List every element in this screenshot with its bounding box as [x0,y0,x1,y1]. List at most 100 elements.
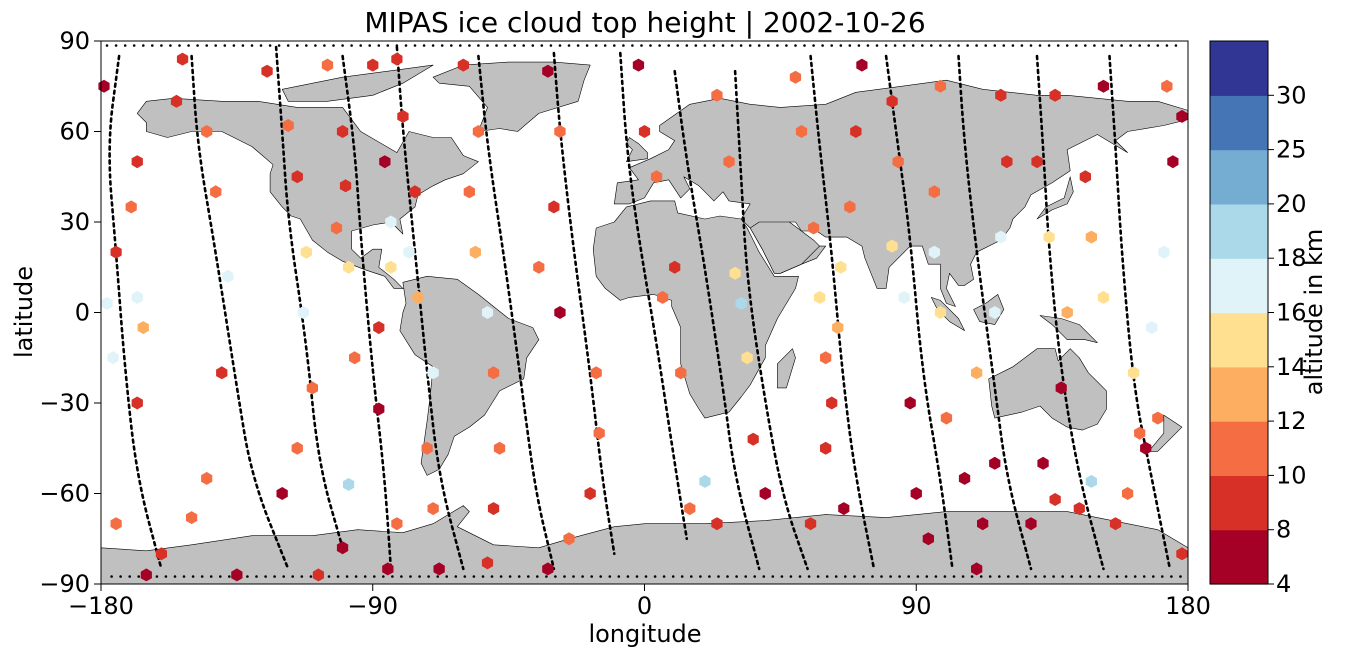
cloud-top-point [989,306,1001,319]
north-pole-track-dot [151,44,154,47]
cloud-top-point [170,94,183,108]
y-tick-label: −30 [39,389,90,417]
south-pole-track-dot [545,575,548,578]
north-pole-track-dot [930,44,933,47]
north-pole-track-dot [911,44,915,47]
south-pole-track-dot [816,575,820,578]
cloud-top-point [1109,517,1122,531]
land-north-america [136,98,479,289]
cloud-top-point [1085,474,1097,488]
colorbar-label: altitude in km [1300,229,1328,396]
cloud-top-point [382,562,394,576]
south-pole-track-dot [137,575,140,578]
north-pole-track-dot [712,44,716,47]
north-pole-track-dot [214,44,217,47]
north-pole-track-dot [576,44,580,47]
south-pole-track-dot [490,575,494,578]
north-pole-track-dot [694,44,698,47]
cloud-top-point [675,366,687,380]
north-pole-track-dot [440,44,444,47]
south-pole-track-dot [771,575,775,578]
land-australia [988,348,1107,431]
south-pole-track-dot [1170,575,1173,578]
north-pole-track-dot [332,44,335,47]
cloud-top-point [892,155,904,169]
south-pole-track-dot [1133,575,1137,578]
cloud-top-point [1158,245,1170,259]
cloud-top-point [1037,456,1049,470]
south-pole-track-dot [608,575,612,578]
south-pole-track-dot [961,575,965,578]
south-pole-track-dot [644,575,648,578]
colorbar-segment [1210,149,1268,205]
north-pole-track-dot [114,44,118,47]
south-pole-track-dot [979,575,983,578]
north-pole-track-dot [1102,44,1105,47]
south-pole-track-dot [472,575,476,578]
cloud-top-point [481,556,494,570]
cloud-top-point [409,185,421,199]
orbit-track [477,54,556,571]
y-tick-label: −60 [39,480,90,508]
cloud-top-point [1043,230,1055,244]
cloud-top-point [125,200,137,214]
cloud-top-point [1073,502,1085,516]
north-pole-track-dot [277,44,281,47]
colorbar-tick-label: 25 [1276,136,1307,164]
cloud-top-point [131,155,143,169]
north-pole-track-dot [468,44,471,47]
cloud-top-point [835,260,847,274]
cloud-top-point [110,517,122,531]
north-pole-track-dot [975,44,978,47]
cloud-point-layer [98,52,1188,582]
south-pole-track-dot [825,575,829,578]
south-pole-track-dot [200,575,204,578]
cloud-top-point [820,441,832,455]
x-tick-label: 180 [1165,592,1211,620]
south-pole-track-dot [907,575,910,578]
colorbar-segment [1210,203,1268,259]
south-pole-track-dot [1052,575,1055,578]
south-pole-track-dot [1115,575,1119,578]
north-pole-track-dot [504,44,507,47]
south-pole-track-dot [744,575,747,578]
north-pole-track-dot [377,44,381,47]
chart-title: MIPAS ice cloud top height | 2002-10-26 [364,6,925,39]
north-pole-track-dot [857,44,861,47]
x-axis-label: longitude [588,620,701,648]
south-pole-track-dot [988,575,992,578]
south-pole-track-dot [834,575,838,578]
cloud-top-point [391,52,403,66]
north-pole-track-dot [667,44,670,47]
land-new-zealand [1148,414,1183,452]
cloud-top-point [977,517,989,531]
cloud-top-point [210,185,222,199]
north-pole-track-dot [984,44,987,47]
colorbar-segment [1210,41,1268,96]
orbit-track [809,54,876,571]
cloud-top-point [1097,290,1110,304]
cloud-top-point [554,125,566,138]
south-pole-track-dot [300,575,304,578]
north-pole-track-dot [223,44,227,47]
x-tick-label: 0 [637,592,652,620]
north-pole-track-dot [776,44,779,47]
y-tick-label: 30 [59,208,90,236]
south-pole-track-dot [1106,575,1110,578]
x-tick-label: −180 [68,592,134,620]
north-pole-track-dot [169,44,172,47]
cloud-top-point [808,221,820,235]
north-pole-track-dot [613,44,616,47]
cloud-top-point [391,517,403,531]
north-pole-track-dot [966,44,969,47]
cloud-top-point [563,532,575,546]
cloud-top-point [940,411,953,425]
north-pole-track-dot [459,44,462,47]
cloud-top-point [336,125,349,138]
cloud-top-point [282,119,294,132]
cloud-top-point [493,441,506,455]
north-pole-track-dot [314,44,317,47]
cloud-top-point [137,321,149,335]
cloud-top-point [542,562,554,576]
cloud-top-point [107,351,119,365]
